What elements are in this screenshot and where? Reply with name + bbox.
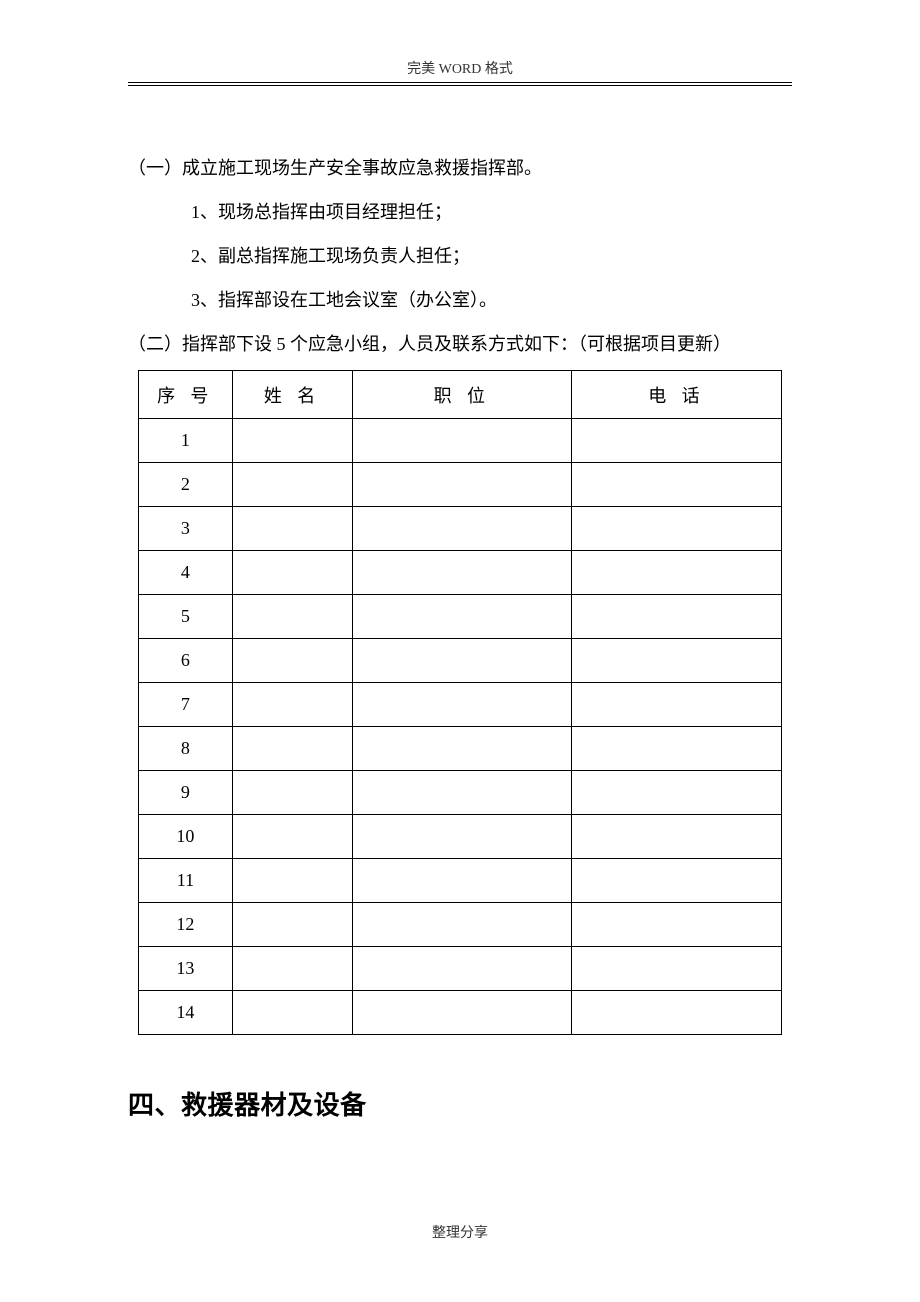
cell-position: [352, 771, 572, 815]
cell-tel: [572, 815, 782, 859]
cell-position: [352, 507, 572, 551]
table-row: 7: [139, 683, 782, 727]
cell-name: [232, 859, 352, 903]
cell-tel: [572, 859, 782, 903]
cell-position: [352, 639, 572, 683]
cell-name: [232, 815, 352, 859]
cell-seq: 8: [139, 727, 233, 771]
cell-tel: [572, 507, 782, 551]
page-content: （一）成立施工现场生产安全事故应急救援指挥部。 1、现场总指挥由项目经理担任； …: [128, 150, 792, 1122]
table-header-position: 职 位: [352, 371, 572, 419]
cell-tel: [572, 727, 782, 771]
page-header: 完美 WORD 格式: [0, 58, 920, 78]
table-row: 6: [139, 639, 782, 683]
cell-name: [232, 507, 352, 551]
header-rule-inner: [128, 85, 792, 86]
cell-position: [352, 463, 572, 507]
cell-tel: [572, 947, 782, 991]
paragraph-1c: 3、指挥部设在工地会议室（办公室）。: [128, 282, 792, 318]
cell-tel: [572, 551, 782, 595]
cell-seq: 9: [139, 771, 233, 815]
table-row: 12: [139, 903, 782, 947]
page-footer: 整理分享: [0, 1222, 920, 1242]
table-row: 14: [139, 991, 782, 1035]
cell-position: [352, 815, 572, 859]
cell-position: [352, 727, 572, 771]
cell-seq: 2: [139, 463, 233, 507]
cell-name: [232, 727, 352, 771]
cell-seq: 12: [139, 903, 233, 947]
cell-tel: [572, 463, 782, 507]
cell-position: [352, 551, 572, 595]
cell-seq: 1: [139, 419, 233, 463]
cell-name: [232, 991, 352, 1035]
table-row: 8: [139, 727, 782, 771]
cell-name: [232, 551, 352, 595]
personnel-table: 序 号 姓 名 职 位 电 话 1 2: [138, 370, 782, 1035]
table-row: 13: [139, 947, 782, 991]
cell-seq: 6: [139, 639, 233, 683]
cell-seq: 7: [139, 683, 233, 727]
cell-seq: 14: [139, 991, 233, 1035]
cell-position: [352, 419, 572, 463]
cell-position: [352, 683, 572, 727]
table-header-name: 姓 名: [232, 371, 352, 419]
paragraph-1a: 1、现场总指挥由项目经理担任；: [128, 194, 792, 230]
cell-position: [352, 903, 572, 947]
cell-seq: 11: [139, 859, 233, 903]
page-footer-text: 整理分享: [432, 1226, 488, 1241]
paragraph-2: （二）指挥部下设 5 个应急小组，人员及联系方式如下：（可根据项目更新）: [128, 326, 792, 362]
table-row: 1: [139, 419, 782, 463]
cell-name: [232, 639, 352, 683]
table-row: 5: [139, 595, 782, 639]
table-row: 9: [139, 771, 782, 815]
cell-tel: [572, 771, 782, 815]
page-header-text: 完美 WORD 格式: [407, 62, 513, 77]
cell-position: [352, 991, 572, 1035]
cell-position: [352, 859, 572, 903]
cell-position: [352, 595, 572, 639]
cell-position: [352, 947, 572, 991]
cell-seq: 5: [139, 595, 233, 639]
table-row: 2: [139, 463, 782, 507]
paragraph-1: （一）成立施工现场生产安全事故应急救援指挥部。: [128, 150, 792, 186]
cell-name: [232, 419, 352, 463]
cell-name: [232, 463, 352, 507]
cell-seq: 3: [139, 507, 233, 551]
personnel-table-wrapper: 序 号 姓 名 职 位 电 话 1 2: [138, 370, 792, 1035]
cell-tel: [572, 903, 782, 947]
table-row: 11: [139, 859, 782, 903]
paragraph-1b: 2、副总指挥施工现场负责人担任；: [128, 238, 792, 274]
cell-name: [232, 683, 352, 727]
table-header-seq: 序 号: [139, 371, 233, 419]
table-row: 4: [139, 551, 782, 595]
section-title-4: 四、救援器材及设备: [128, 1085, 792, 1122]
cell-name: [232, 903, 352, 947]
table-header-tel: 电 话: [572, 371, 782, 419]
cell-tel: [572, 639, 782, 683]
header-rule-outer: [128, 82, 792, 83]
cell-seq: 13: [139, 947, 233, 991]
cell-tel: [572, 683, 782, 727]
cell-name: [232, 947, 352, 991]
cell-tel: [572, 595, 782, 639]
table-row: 10: [139, 815, 782, 859]
table-body: 1 2 3 4: [139, 419, 782, 1035]
table-header-row: 序 号 姓 名 职 位 电 话: [139, 371, 782, 419]
cell-seq: 10: [139, 815, 233, 859]
table-row: 3: [139, 507, 782, 551]
cell-name: [232, 771, 352, 815]
cell-name: [232, 595, 352, 639]
cell-seq: 4: [139, 551, 233, 595]
cell-tel: [572, 419, 782, 463]
cell-tel: [572, 991, 782, 1035]
